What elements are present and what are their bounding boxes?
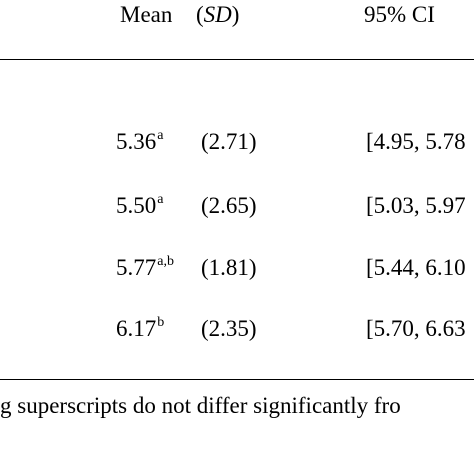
top-rule [0, 59, 474, 60]
table-row: 5.36a (2.71) [4.95, 5.78 [0, 128, 474, 161]
mean-cell: 5.36a [116, 128, 164, 155]
table-note: g superscripts do not differ significant… [0, 393, 401, 418]
mean-cell: 5.50a [116, 192, 164, 219]
header-ci: 95% CI [364, 2, 435, 27]
table-row: 5.50a (2.65) [5.03, 5.97 [0, 192, 474, 225]
mean-superscript: a [157, 128, 164, 143]
ci-cell: [5.44, 6.10 [366, 255, 466, 280]
bottom-rule [0, 379, 474, 380]
mean-value: 5.36 [116, 129, 157, 154]
mean-superscript: b [157, 315, 165, 330]
mean-superscript: a [157, 192, 164, 207]
mean-cell: 5.77a,b [116, 254, 174, 281]
header-sd-close: ) [231, 2, 240, 27]
table-row: 5.77a,b (1.81) [5.44, 6.10 [0, 254, 474, 287]
sd-cell: (2.35) [201, 316, 257, 341]
ci-cell: [5.03, 5.97 [366, 193, 466, 218]
sd-cell: (1.81) [201, 255, 257, 280]
header-sd-label: SD [203, 2, 232, 27]
mean-value: 5.77 [116, 255, 157, 280]
mean-value: 5.50 [116, 193, 157, 218]
header-sd-open: ( [196, 2, 204, 27]
ci-cell: [5.70, 6.63 [366, 316, 466, 341]
sd-cell: (2.71) [201, 129, 257, 154]
header-sd: (SD) [196, 2, 239, 28]
mean-cell: 6.17b [116, 315, 165, 342]
table-row: 6.17b (2.35) [5.70, 6.63 [0, 315, 474, 348]
table-header: Mean (SD) 95% CI [0, 2, 474, 32]
mean-superscript: a,b [157, 254, 174, 269]
sd-cell: (2.65) [201, 193, 257, 218]
ci-cell: [4.95, 5.78 [366, 129, 466, 154]
mean-value: 6.17 [116, 316, 157, 341]
header-mean: Mean [120, 2, 173, 27]
